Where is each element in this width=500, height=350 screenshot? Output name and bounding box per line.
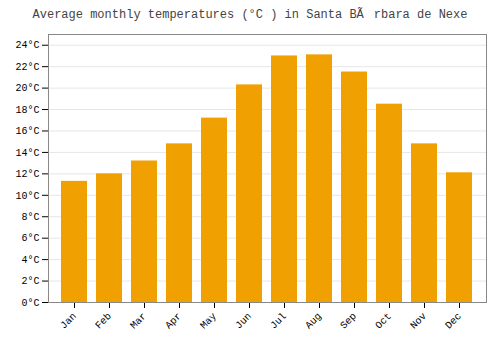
svg-text:16°C: 16°C xyxy=(15,126,39,137)
svg-text:4°C: 4°C xyxy=(21,255,39,266)
svg-text:0°C: 0°C xyxy=(21,298,39,309)
svg-text:Mar: Mar xyxy=(128,311,149,332)
svg-text:8°C: 8°C xyxy=(21,212,39,223)
svg-text:Dec: Dec xyxy=(443,311,464,332)
svg-text:Oct: Oct xyxy=(373,311,394,332)
svg-text:Jun: Jun xyxy=(233,311,254,332)
svg-text:14°C: 14°C xyxy=(15,148,39,159)
svg-text:Apr: Apr xyxy=(163,311,184,332)
svg-text:Nov: Nov xyxy=(408,311,429,332)
svg-text:18°C: 18°C xyxy=(15,105,39,116)
svg-text:Jul: Jul xyxy=(268,311,289,332)
html-text:Average monthly temperatures (: Average monthly temperatures (°C ) in Sa… xyxy=(32,8,468,22)
svg-text:Aug: Aug xyxy=(303,311,324,332)
svg-text:May: May xyxy=(198,311,219,332)
svg-text:20°C: 20°C xyxy=(15,83,39,94)
svg-text:22°C: 22°C xyxy=(15,62,39,73)
svg-text:Jan: Jan xyxy=(58,311,79,332)
svg-text:24°C: 24°C xyxy=(15,40,39,51)
svg-text:10°C: 10°C xyxy=(15,191,39,202)
svg-text:12°C: 12°C xyxy=(15,169,39,180)
svg-text:6°C: 6°C xyxy=(21,233,39,244)
svg-text:2°C: 2°C xyxy=(21,276,39,287)
svg-text:Feb: Feb xyxy=(93,311,114,332)
svg-text:Sep: Sep xyxy=(338,311,359,332)
